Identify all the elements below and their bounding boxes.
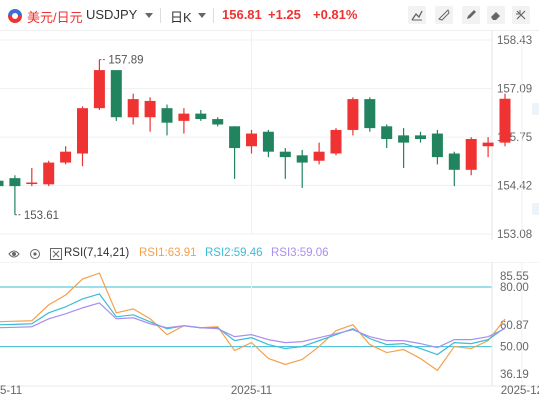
price-axis-tick-label: 153.08 — [497, 229, 532, 240]
rsi-axis-tick-label: 50.00 — [500, 342, 529, 354]
candle-body — [465, 138, 477, 170]
candle-body — [144, 100, 156, 118]
candle-body — [262, 131, 274, 152]
candle-body — [499, 98, 511, 143]
candle-body — [43, 162, 55, 185]
price-candlestick-chart[interactable]: 158.43157.09155.75154.42153.08157.89153.… — [0, 30, 539, 240]
date-axis-tick-label: 2025-11 — [231, 385, 272, 397]
candle-body — [381, 126, 393, 139]
chevron-down-icon[interactable] — [145, 13, 153, 18]
date-axis-tick-label: 2025-12 — [501, 385, 539, 397]
candle-body — [482, 142, 494, 147]
candle-body — [296, 155, 308, 163]
rsi-axis-tick-label: 85.55 — [500, 271, 529, 283]
rsi-series-line — [0, 293, 506, 356]
symbol-selector[interactable]: USDJPY — [86, 7, 138, 22]
side-expand-button[interactable] — [532, 103, 539, 115]
candle-body — [313, 151, 325, 161]
collapse-tool[interactable] — [512, 6, 530, 24]
draw-line-icon — [411, 10, 423, 21]
candle-body — [161, 108, 173, 123]
chevron-down-icon[interactable] — [198, 13, 206, 18]
candle-body — [229, 126, 241, 149]
candle-body — [110, 70, 122, 118]
eraser-tool[interactable] — [487, 6, 505, 24]
ruler-tool[interactable] — [435, 6, 453, 24]
rsi1-value: RSI1:63.91 — [139, 247, 197, 259]
candle-body — [178, 113, 190, 121]
candle-body — [347, 99, 359, 130]
eye-icon[interactable] — [8, 248, 20, 260]
collapse-icon — [516, 10, 526, 20]
us-japan-flag-icon — [8, 9, 22, 23]
pen-icon — [467, 10, 476, 19]
eraser-icon — [491, 12, 500, 20]
chart-header: 美元/日元 USDJPY 日K 156.81 +1.25 +0.81% — [0, 0, 539, 31]
rsi-axis-tick-label: 60.87 — [500, 320, 529, 332]
candle-body — [9, 178, 21, 187]
draw-line-tool[interactable] — [408, 6, 426, 24]
extreme-price-annotation: 157.89 — [108, 55, 143, 67]
rsi-indicator-label: RSI(7,14,21) — [64, 247, 130, 259]
ruler-icon — [438, 9, 450, 21]
rsi-series-line — [0, 272, 506, 372]
candle-body — [60, 151, 72, 163]
rsi3-value: RSI3:59.06 — [271, 247, 329, 259]
side-expand-button[interactable] — [532, 203, 539, 215]
candle-body — [431, 133, 443, 158]
candle-body — [448, 153, 460, 170]
candle-body — [415, 135, 426, 139]
candle-body — [364, 99, 376, 129]
divider — [160, 8, 161, 23]
candle-body — [398, 135, 410, 143]
price-axis-tick-label: 158.43 — [497, 35, 532, 47]
candle-body — [212, 119, 224, 125]
candle-body — [93, 70, 105, 109]
price-axis-tick-label: 154.42 — [497, 180, 532, 192]
pen-tool[interactable] — [462, 6, 480, 24]
candle-body — [246, 133, 257, 147]
period-selector[interactable]: 日K — [170, 10, 192, 25]
rsi2-value: RSI2:59.46 — [205, 247, 263, 259]
divider — [213, 8, 214, 23]
rsi-axis-tick-label: 36.19 — [500, 369, 529, 381]
extreme-price-annotation: 153.61 — [24, 210, 59, 222]
candle-body — [77, 108, 88, 154]
candle-body — [0, 180, 4, 187]
last-price: 156.81 — [222, 7, 262, 22]
candle-body — [330, 129, 342, 154]
pair-name: 美元/日元 — [27, 10, 83, 25]
rsi-series-line — [0, 302, 506, 349]
settings-icon[interactable] — [29, 248, 41, 260]
date-axis-tick-label: 5-11 — [0, 385, 22, 397]
close-icon[interactable] — [50, 248, 62, 260]
candle-body — [279, 151, 291, 158]
price-change-percent: +0.81% — [313, 7, 358, 22]
rsi-axis-tick-label: 80.00 — [500, 282, 529, 294]
price-axis-tick-label: 157.09 — [497, 84, 532, 96]
price-change: +1.25 — [268, 7, 301, 22]
candle-body — [195, 113, 207, 120]
candle-body — [127, 99, 139, 118]
candle-body — [26, 182, 38, 185]
